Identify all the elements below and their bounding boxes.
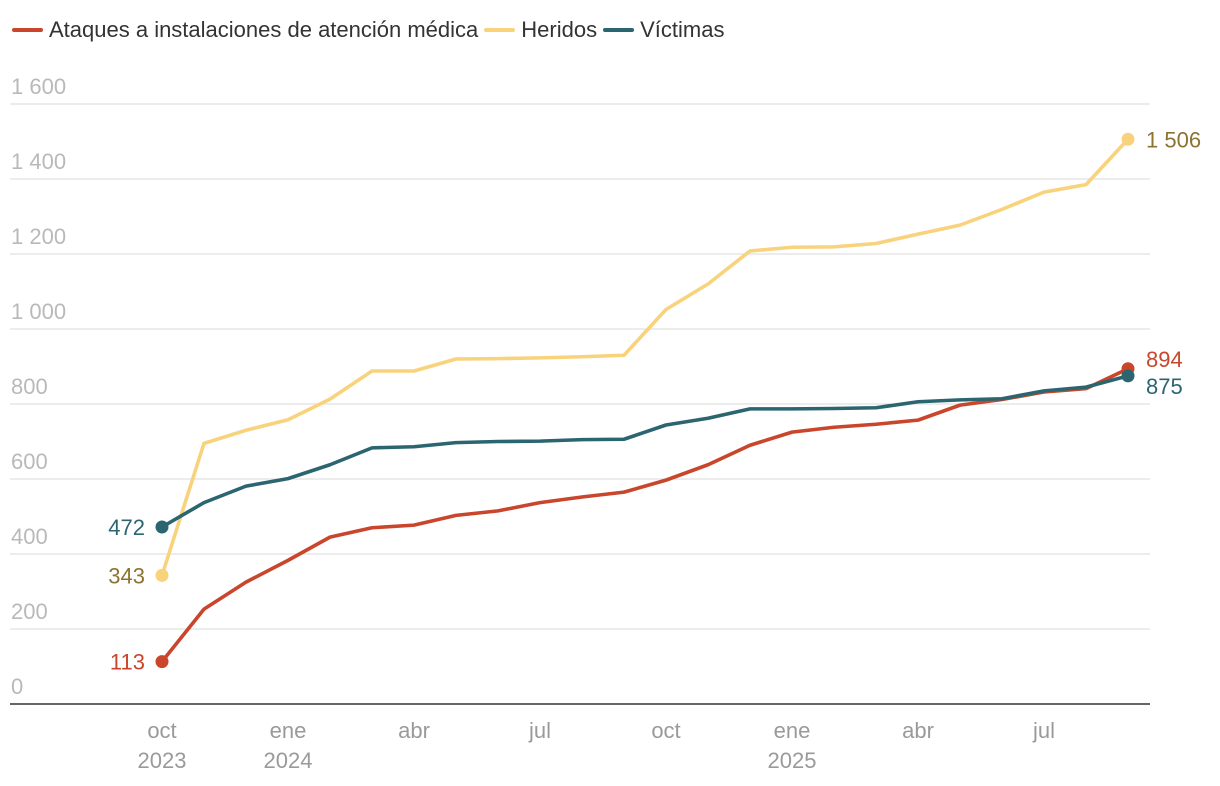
chart-legend: Ataques a instalaciones de atención médi… <box>12 14 730 46</box>
legend-label: Heridos <box>521 17 598 42</box>
series-line <box>160 374 1130 529</box>
x-tick-label: oct <box>147 718 176 743</box>
legend-item: Ataques a instalaciones de atención médi… <box>12 17 478 43</box>
x-tick-label: jul <box>1032 718 1055 743</box>
y-tick-label: 1 400 <box>11 149 66 174</box>
x-tick-label: jul <box>528 718 551 743</box>
y-tick-label: 1 600 <box>11 74 66 99</box>
legend-label: Víctimas <box>640 17 725 42</box>
series-end-label: 1 506 <box>1146 127 1201 152</box>
x-tick-label: abr <box>398 718 430 743</box>
legend-item: Víctimas <box>603 17 724 43</box>
series-end-point <box>1121 132 1135 146</box>
x-tick-year-label: 2025 <box>768 748 817 773</box>
series-start-label: 472 <box>108 515 145 540</box>
series-end-label: 875 <box>1146 374 1183 399</box>
series-start-point <box>155 568 169 582</box>
series-start-point <box>155 520 169 534</box>
y-tick-label: 600 <box>11 449 48 474</box>
series-end-point <box>1121 369 1135 383</box>
legend-swatch <box>603 28 635 32</box>
legend-swatch <box>12 28 43 32</box>
y-tick-label: 400 <box>11 524 48 549</box>
x-tick-label: ene <box>774 718 811 743</box>
legend-item: Heridos <box>484 17 597 43</box>
y-tick-label: 0 <box>11 674 23 699</box>
y-tick-label: 1 200 <box>11 224 66 249</box>
series-start-label: 113 <box>110 650 145 675</box>
y-tick-label: 800 <box>11 374 48 399</box>
series-start-label: 343 <box>108 563 145 588</box>
series-line <box>160 137 1130 578</box>
y-tick-label: 1 000 <box>11 299 66 324</box>
x-tick-label: ene <box>270 718 307 743</box>
series-start-point <box>155 655 169 669</box>
x-tick-label: abr <box>902 718 934 743</box>
series-line <box>160 366 1130 664</box>
series-end-label: 894 <box>1146 347 1183 372</box>
x-tick-label: oct <box>651 718 680 743</box>
y-tick-label: 200 <box>11 599 48 624</box>
x-tick-year-label: 2024 <box>264 748 313 773</box>
legend-label: Ataques a instalaciones de atención médi… <box>49 17 479 42</box>
legend-swatch <box>484 28 516 32</box>
x-tick-year-label: 2023 <box>138 748 187 773</box>
